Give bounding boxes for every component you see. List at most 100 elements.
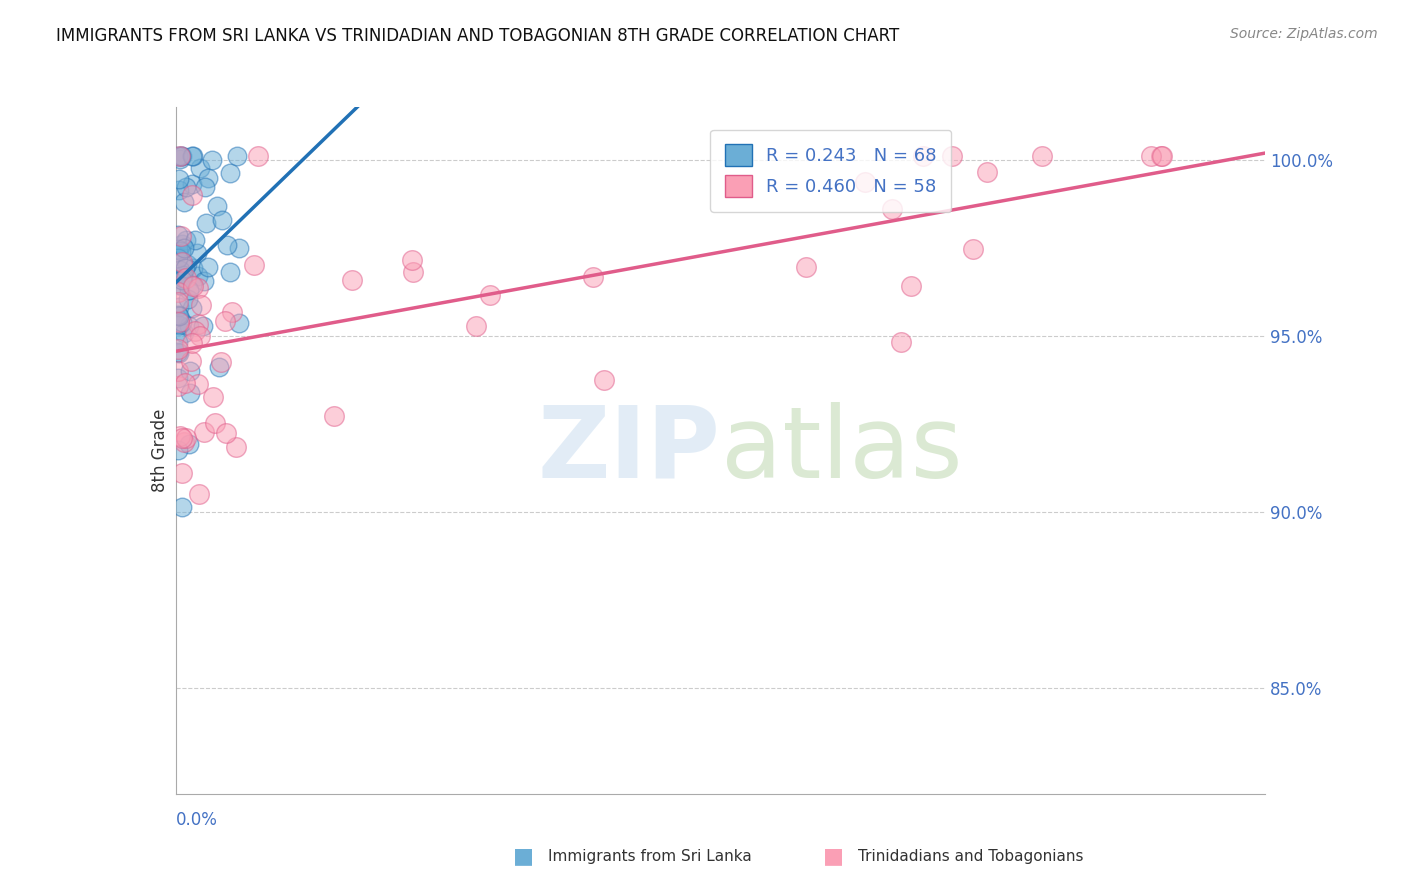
Point [184,324,207,338]
Point [166,242,188,256]
Text: Trinidadians and Tobagonians: Trinidadians and Tobagonians [858,849,1083,863]
Point [166,228,188,243]
Point [796,260,818,274]
Point [228,242,250,256]
Point [169,309,191,323]
Point [188,161,211,175]
Point [478,288,501,302]
Point [167,315,190,329]
Point [211,355,233,369]
Text: Immigrants from Sri Lanka: Immigrants from Sri Lanka [548,849,752,863]
Point [187,376,209,391]
Point [1031,149,1053,163]
Point [1139,149,1161,163]
Point [181,149,204,163]
Point [167,149,190,163]
Point [166,251,188,265]
Point [176,257,198,271]
Point [190,298,212,312]
Point [225,440,247,454]
Point [181,261,204,276]
Point [465,318,488,333]
Point [205,198,228,212]
Point [169,263,191,277]
Point [167,343,190,357]
Legend: R = 0.243   N = 68, R = 0.460   N = 58: R = 0.243 N = 68, R = 0.460 N = 58 [710,130,952,211]
Point [582,269,605,284]
Point [214,314,236,328]
Point [169,149,191,163]
Point [179,364,201,378]
Point [181,187,204,202]
Point [177,283,200,297]
Point [172,316,194,330]
Point [172,237,194,252]
Point [174,271,197,285]
Point [170,254,193,268]
Point [401,253,423,268]
Point [187,317,209,331]
Text: atlas: atlas [721,402,962,499]
Point [169,152,191,166]
Point [181,177,204,191]
Point [181,278,204,293]
Point [173,326,195,341]
Point [172,268,194,283]
Text: IMMIGRANTS FROM SRI LANKA VS TRINIDADIAN AND TOBAGONIAN 8TH GRADE CORRELATION CH: IMMIGRANTS FROM SRI LANKA VS TRINIDADIAN… [56,27,900,45]
Point [962,242,984,256]
Point [169,278,191,293]
Point [890,334,912,349]
Point [180,353,202,368]
Point [204,417,226,431]
Point [900,279,922,293]
Point [177,437,200,451]
Point [179,318,201,333]
Point [170,467,193,481]
Point [219,166,242,180]
Point [169,429,191,443]
Point [177,292,200,306]
Point [197,171,219,186]
Point [173,376,195,390]
Point [173,261,195,276]
Point [166,371,188,385]
Point [208,360,231,375]
Point [166,364,188,378]
Point [167,334,190,349]
Point [167,346,190,360]
Point [166,379,188,393]
Point [976,165,998,179]
Point [188,486,211,500]
Point [882,202,904,216]
Text: ZIP: ZIP [537,402,721,499]
Point [226,149,249,163]
Point [1152,149,1174,163]
Point [169,278,191,293]
Text: ■: ■ [823,847,844,866]
Point [592,373,614,387]
Point [172,431,194,445]
Point [166,308,188,322]
Point [191,318,214,333]
Point [215,238,238,252]
Point [187,281,209,295]
Point [190,328,212,343]
Point [169,183,191,197]
Point [340,272,363,286]
Point [166,344,188,359]
Point [181,149,204,163]
Point [197,260,219,274]
Point [170,500,193,514]
Point [166,244,188,259]
Point [186,245,208,260]
Point [912,149,935,163]
Point [170,149,193,163]
Point [173,241,195,255]
Point [170,149,193,163]
Point [170,244,193,258]
Point [1150,149,1173,163]
Point [167,318,190,332]
Point [179,385,201,400]
Point [166,442,188,457]
Point [201,153,224,167]
